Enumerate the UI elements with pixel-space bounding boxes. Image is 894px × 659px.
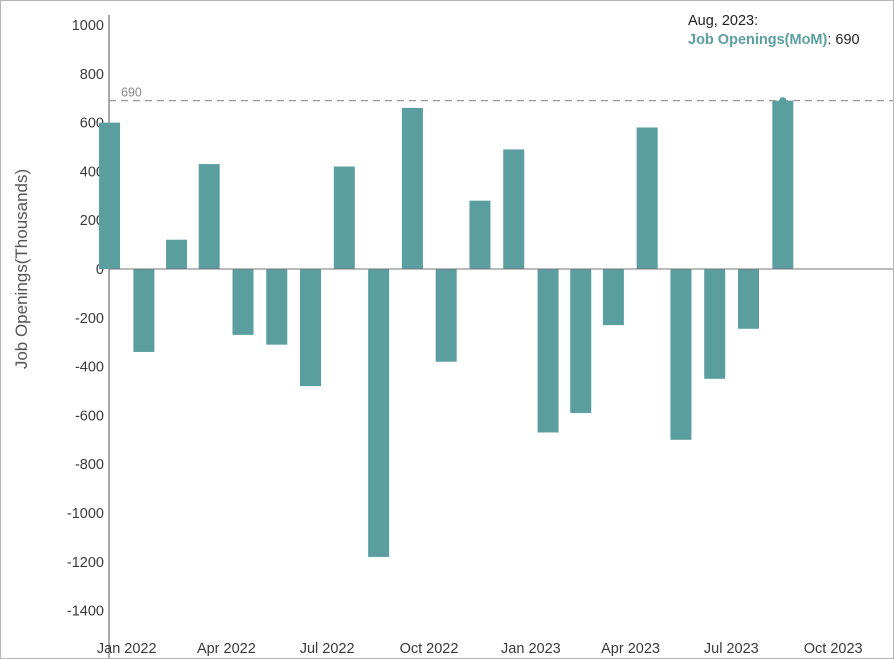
y-tick-label: -1200 [67, 555, 104, 571]
y-tick-label: -800 [75, 457, 104, 473]
tooltip: Aug, 2023: Job Openings(MoM): 690 [688, 12, 860, 50]
bar [537, 269, 559, 433]
y-tick-label: 800 [80, 67, 104, 83]
tooltip-date: Aug, 2023: [688, 13, 759, 29]
bar [368, 269, 390, 557]
y-tick-label: 0 [96, 262, 104, 278]
y-tick-label: -1000 [67, 506, 104, 522]
x-tick-label: Jul 2023 [704, 641, 759, 657]
x-tick-label: Oct 2023 [804, 641, 863, 657]
bar [198, 164, 220, 269]
y-axis-title: Job Openings(Thousands) [12, 169, 31, 369]
bar [772, 100, 794, 269]
tooltip-value: 690 [835, 32, 860, 48]
y-tick-label: -1400 [67, 604, 104, 620]
bar [133, 269, 155, 352]
y-tick-label: -200 [75, 311, 104, 327]
bar [333, 166, 355, 269]
bar [300, 269, 322, 387]
bar [737, 269, 759, 329]
bar [232, 269, 254, 335]
bar [503, 149, 525, 269]
x-tick-label: Oct 2022 [400, 641, 459, 657]
y-tick-label: -400 [75, 360, 104, 376]
bar [166, 239, 188, 269]
bar [401, 107, 423, 270]
x-tick-label: Jul 2022 [300, 641, 355, 657]
reference-line-label: 690 [121, 86, 142, 100]
bar [670, 269, 692, 440]
y-tick-label: 1000 [72, 18, 104, 34]
bar [704, 269, 726, 379]
tooltip-series-name: Job Openings(MoM) [688, 32, 828, 48]
y-tick-label: 200 [80, 213, 104, 229]
x-tick-label: Jan 2022 [97, 641, 157, 657]
x-tick-label: Apr 2022 [197, 641, 256, 657]
y-tick-label: 400 [80, 164, 104, 180]
y-tick-label: 600 [80, 116, 104, 132]
bar [570, 269, 592, 413]
highlight-point [779, 97, 787, 105]
tooltip-separator: : [827, 32, 836, 48]
bar [435, 269, 457, 362]
bar [602, 269, 624, 326]
bar [266, 269, 288, 345]
x-tick-label: Apr 2023 [601, 641, 660, 657]
bar [99, 122, 121, 269]
x-tick-label: Jan 2023 [501, 641, 561, 657]
bar [469, 200, 491, 269]
bar [636, 127, 658, 269]
y-tick-label: -600 [75, 408, 104, 424]
